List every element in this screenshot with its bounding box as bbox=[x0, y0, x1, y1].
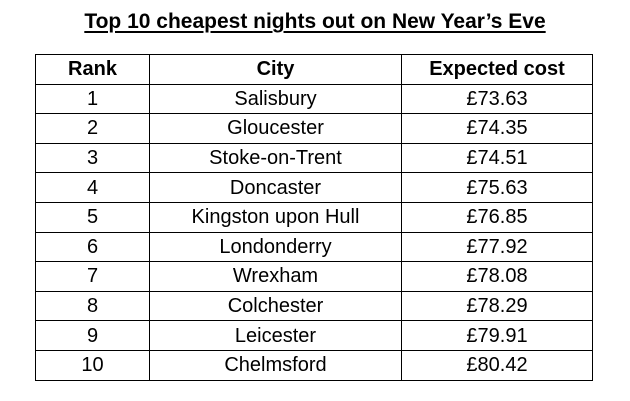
cost-cell: £74.51 bbox=[401, 142, 593, 174]
table-row: 10 Chelmsford £80.42 bbox=[35, 349, 593, 381]
table-row: 2 Gloucester £74.35 bbox=[35, 113, 593, 144]
column-header-city: City bbox=[149, 54, 402, 85]
rank-cell: 8 bbox=[35, 290, 150, 322]
rank-cell: 9 bbox=[35, 320, 150, 351]
table-header-row: Rank City Expected cost bbox=[35, 54, 593, 85]
city-cell: Leicester bbox=[149, 320, 402, 351]
table-row: 4 Doncaster £75.63 bbox=[35, 172, 593, 203]
rank-cell: 7 bbox=[35, 261, 150, 292]
city-cell: Doncaster bbox=[149, 172, 402, 203]
rank-cell: 2 bbox=[35, 113, 150, 144]
ranking-table: Rank City Expected cost 1 Salisbury £73.… bbox=[35, 54, 593, 381]
table-row: 5 Kingston upon Hull £76.85 bbox=[35, 201, 593, 233]
cost-cell: £77.92 bbox=[401, 231, 593, 263]
column-header-expected-cost: Expected cost bbox=[401, 54, 593, 85]
city-cell: Kingston upon Hull bbox=[149, 201, 402, 233]
city-cell: Chelmsford bbox=[149, 349, 402, 381]
cost-cell: £74.35 bbox=[401, 113, 593, 144]
rank-cell: 5 bbox=[35, 201, 150, 233]
table-row: 8 Colchester £78.29 bbox=[35, 290, 593, 322]
rank-cell: 6 bbox=[35, 231, 150, 263]
cost-cell: £78.08 bbox=[401, 261, 593, 292]
city-cell: Wrexham bbox=[149, 261, 402, 292]
city-cell: Gloucester bbox=[149, 113, 402, 144]
cost-cell: £76.85 bbox=[401, 201, 593, 233]
cost-cell: £80.42 bbox=[401, 349, 593, 381]
city-cell: Stoke-on-Trent bbox=[149, 142, 402, 174]
rank-cell: 10 bbox=[35, 349, 150, 381]
city-cell: Londonderry bbox=[149, 231, 402, 263]
rank-cell: 1 bbox=[35, 83, 150, 115]
page-title: Top 10 cheapest nights out on New Year’s… bbox=[84, 10, 546, 33]
column-header-rank: Rank bbox=[35, 54, 150, 85]
table-row: 1 Salisbury £73.63 bbox=[35, 83, 593, 115]
cost-cell: £75.63 bbox=[401, 172, 593, 203]
table-row: 7 Wrexham £78.08 bbox=[35, 261, 593, 292]
rank-cell: 4 bbox=[35, 172, 150, 203]
cost-cell: £78.29 bbox=[401, 290, 593, 322]
table-row: 9 Leicester £79.91 bbox=[35, 320, 593, 351]
city-cell: Colchester bbox=[149, 290, 402, 322]
city-cell: Salisbury bbox=[149, 83, 402, 115]
table-row: 6 Londonderry £77.92 bbox=[35, 231, 593, 263]
cost-cell: £73.63 bbox=[401, 83, 593, 115]
rank-cell: 3 bbox=[35, 142, 150, 174]
cost-cell: £79.91 bbox=[401, 320, 593, 351]
table-row: 3 Stoke-on-Trent £74.51 bbox=[35, 142, 593, 174]
